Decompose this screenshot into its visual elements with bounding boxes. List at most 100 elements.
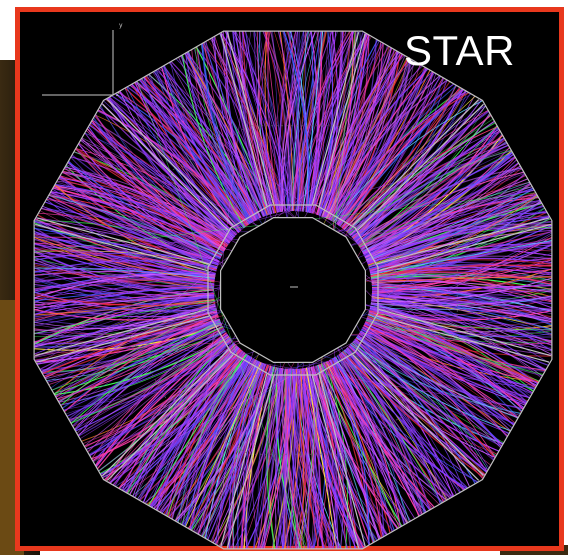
sector-divider xyxy=(36,315,210,363)
particle-track xyxy=(34,296,215,331)
sector-divider xyxy=(378,223,551,272)
particle-track xyxy=(361,95,492,251)
particle-track xyxy=(337,78,475,226)
particle-track xyxy=(256,31,276,214)
particle-track xyxy=(371,291,552,316)
beam-pipe-region xyxy=(220,217,366,363)
particle-track xyxy=(34,290,216,306)
particle-track xyxy=(205,368,284,549)
particle-track xyxy=(334,31,385,224)
particle-track xyxy=(270,368,300,549)
sector-divider xyxy=(220,33,268,207)
particle-track xyxy=(167,348,241,539)
particle-track xyxy=(88,347,240,480)
particle-track xyxy=(85,104,224,253)
particle-track xyxy=(298,368,367,549)
particle-track xyxy=(353,117,512,241)
particle-track xyxy=(346,114,510,233)
sector-divider xyxy=(106,99,234,226)
particle-track xyxy=(329,83,480,221)
particle-track xyxy=(42,169,221,260)
particle-track xyxy=(74,117,226,250)
particle-track xyxy=(34,287,215,304)
particle-track xyxy=(34,270,216,279)
particle-track xyxy=(301,368,309,549)
particle-track xyxy=(354,168,544,242)
particle-track xyxy=(307,31,386,213)
particle-track xyxy=(34,188,217,272)
particle-track xyxy=(212,362,264,549)
particle-track xyxy=(34,215,220,263)
particle-track xyxy=(363,324,534,430)
particle-track xyxy=(371,185,551,280)
particle-track xyxy=(34,295,215,327)
particle-track xyxy=(46,318,220,420)
particle-track xyxy=(289,366,315,549)
particle-track xyxy=(227,368,292,549)
particle-track xyxy=(125,67,256,221)
particle-track xyxy=(217,31,278,213)
particle-track xyxy=(45,163,234,239)
sector-divider xyxy=(311,375,360,548)
particle-track xyxy=(371,267,552,296)
particle-track xyxy=(371,279,552,293)
particle-track xyxy=(366,153,536,263)
particle-track xyxy=(312,366,396,549)
particle-track xyxy=(225,368,284,549)
particle-track xyxy=(365,319,544,413)
particle-track xyxy=(180,356,252,545)
particle-track xyxy=(368,311,552,330)
particle-track xyxy=(214,31,282,212)
particle-track xyxy=(316,34,405,215)
particle-track xyxy=(353,340,534,430)
particle-track xyxy=(348,345,520,452)
particle-track xyxy=(146,363,265,528)
sector-divider xyxy=(106,354,234,481)
particle-track xyxy=(157,47,239,234)
particle-track xyxy=(34,288,215,327)
particle-track xyxy=(34,312,218,360)
particle-track xyxy=(103,357,253,495)
crossing-track xyxy=(130,76,546,381)
particle-track xyxy=(34,294,215,383)
particle-track xyxy=(342,351,493,484)
particle-track xyxy=(321,31,339,217)
particle-track xyxy=(276,31,310,213)
particle-track xyxy=(362,145,532,254)
particle-track xyxy=(301,368,369,549)
sector-divider xyxy=(352,99,480,226)
particle-track xyxy=(368,173,546,268)
particle-track xyxy=(359,113,509,248)
particle-track xyxy=(302,31,325,212)
particle-track xyxy=(73,352,246,462)
particle-track xyxy=(61,335,229,446)
particle-track xyxy=(312,31,325,215)
particle-track xyxy=(370,270,552,289)
particle-track xyxy=(307,367,405,546)
particle-track xyxy=(340,103,500,228)
sector-divider xyxy=(357,349,484,477)
particle-track xyxy=(366,248,552,263)
particle-track xyxy=(64,131,231,242)
particle-track xyxy=(334,57,446,224)
particle-track xyxy=(347,61,452,234)
particle-track xyxy=(85,104,229,246)
particle-track xyxy=(34,240,216,277)
particle-track xyxy=(70,347,240,458)
particle-track xyxy=(301,368,334,549)
particle-track xyxy=(325,361,401,547)
particle-track xyxy=(171,364,267,541)
particle-track xyxy=(362,223,552,255)
particle-track xyxy=(371,229,552,294)
particle-track xyxy=(178,353,247,544)
particle-track xyxy=(367,206,552,265)
particle-track xyxy=(336,33,401,225)
particle-track xyxy=(354,68,462,242)
particle-track xyxy=(278,31,296,212)
particle-track xyxy=(371,280,552,296)
particle-track xyxy=(179,35,246,228)
particle-track xyxy=(34,244,215,295)
particle-track xyxy=(309,31,332,213)
particle-track xyxy=(337,41,419,225)
particle-track xyxy=(225,363,266,549)
